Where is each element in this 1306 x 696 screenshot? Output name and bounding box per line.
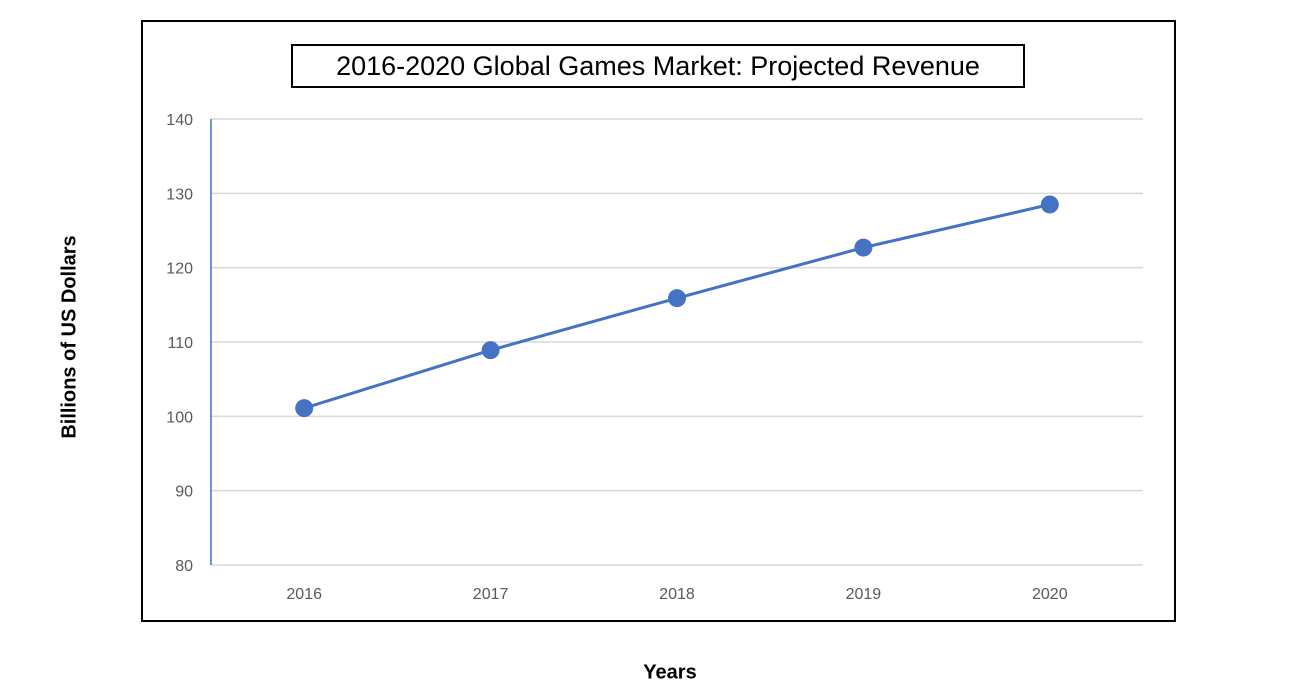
chart-frame — [141, 20, 1176, 622]
y-tick-label: 100 — [166, 409, 193, 426]
data-point — [668, 289, 686, 308]
x-tick-label: 2017 — [473, 586, 509, 603]
y-tick-label: 140 — [166, 112, 193, 129]
y-tick-label: 120 — [166, 261, 193, 278]
x-axis-label: Years — [643, 661, 697, 684]
y-tick-label: 110 — [167, 335, 193, 352]
x-tick-label: 2019 — [846, 586, 882, 603]
y-tick-label: 80 — [175, 558, 193, 575]
x-tick-label: 2016 — [286, 586, 322, 603]
y-tick-label: 90 — [175, 484, 193, 501]
y-tick-label: 130 — [166, 186, 193, 203]
x-tick-label: 2018 — [659, 586, 695, 603]
chart-title: 2016-2020 Global Games Market: Projected… — [291, 44, 1025, 88]
x-tick-label: 2020 — [1032, 586, 1068, 603]
data-point — [854, 238, 873, 257]
data-point — [295, 399, 314, 418]
data-point — [481, 341, 500, 360]
data-point — [1040, 195, 1059, 214]
